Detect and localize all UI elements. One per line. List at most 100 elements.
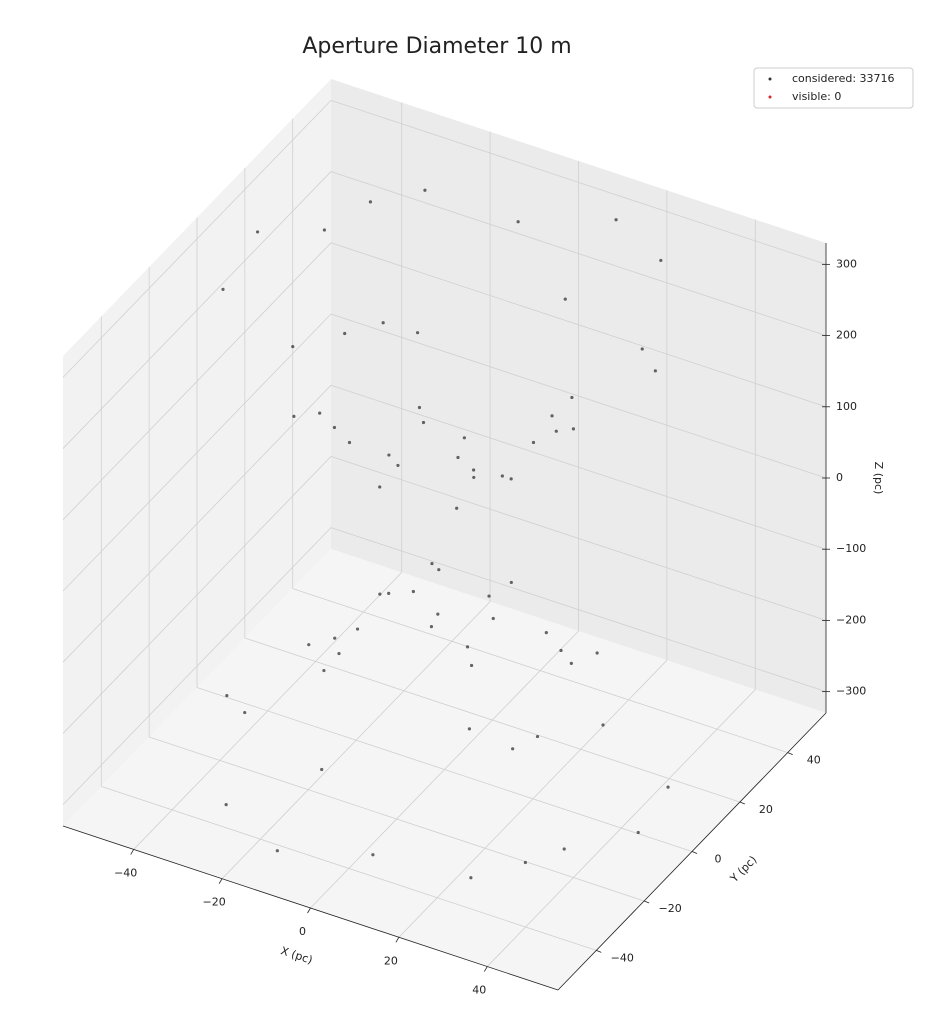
point — [343, 331, 347, 336]
point — [378, 592, 382, 596]
z-tick-label: −200 — [836, 613, 866, 626]
z-tick-label: 0 — [836, 471, 843, 484]
point — [531, 440, 536, 445]
point — [487, 594, 491, 598]
point — [337, 651, 341, 656]
point — [570, 395, 574, 400]
grid-line — [196, 687, 693, 852]
grid-line — [149, 736, 645, 902]
point — [292, 414, 296, 419]
point — [469, 876, 473, 880]
z-tick-label: −100 — [836, 542, 866, 555]
z-tick-label: 300 — [836, 257, 857, 270]
point — [465, 645, 470, 649]
point — [571, 427, 576, 431]
y-tick — [596, 950, 602, 953]
point — [523, 860, 527, 865]
grid-line — [62, 527, 332, 805]
point — [500, 474, 504, 478]
y-tick — [643, 900, 650, 904]
grid-line — [62, 242, 332, 521]
point — [387, 453, 391, 457]
grid-line — [330, 313, 827, 479]
x-tick-label: 20 — [384, 954, 398, 967]
point — [601, 723, 605, 727]
grid-line — [330, 242, 827, 408]
grid-line — [330, 171, 827, 336]
point — [322, 228, 327, 232]
y-tick-label: 40 — [807, 754, 821, 767]
grid-line — [330, 384, 827, 550]
point — [640, 347, 644, 351]
legend-marker — [768, 77, 772, 81]
point — [415, 331, 420, 335]
y-axis-label: Y (pc) — [727, 853, 759, 885]
point — [535, 734, 540, 739]
point — [559, 648, 563, 653]
point — [472, 468, 476, 472]
point — [255, 230, 260, 234]
point — [225, 694, 229, 698]
point — [563, 297, 567, 301]
point — [291, 344, 295, 349]
grid-line — [330, 99, 827, 265]
z-tick-label: −300 — [836, 685, 866, 698]
y-tick — [739, 801, 746, 805]
legend-marker — [768, 95, 772, 99]
z-tick-label: 200 — [836, 329, 857, 342]
point — [322, 668, 326, 673]
point — [467, 727, 471, 731]
grid-line — [62, 313, 332, 592]
point — [332, 425, 337, 430]
y-tick — [787, 752, 793, 755]
point — [275, 849, 279, 853]
x-axis-label: X (pc) — [279, 944, 314, 966]
point — [456, 455, 460, 460]
legend-box — [753, 67, 914, 109]
x-tick — [483, 966, 488, 972]
y-tick-label: 0 — [715, 853, 722, 866]
point — [562, 847, 566, 851]
point — [411, 589, 415, 594]
point — [224, 803, 228, 807]
point — [436, 612, 440, 616]
grid-line — [62, 456, 332, 734]
grid-line — [330, 456, 827, 621]
z-axis-label: Z (pc) — [872, 462, 885, 495]
x-tick — [218, 878, 223, 884]
x-tick — [395, 937, 400, 943]
point — [666, 785, 670, 789]
point — [430, 561, 434, 566]
point — [511, 747, 515, 751]
y-tick-label: −40 — [611, 951, 634, 964]
legend-label: visible: 0 — [792, 90, 841, 103]
x-tick-label: 0 — [299, 925, 306, 938]
point — [544, 630, 548, 635]
y-tick-label: −20 — [659, 902, 682, 915]
legend-label: considered: 33716 — [792, 72, 895, 85]
point — [429, 625, 434, 629]
point — [371, 853, 375, 857]
point — [381, 321, 385, 325]
point — [554, 429, 558, 433]
point — [421, 420, 426, 425]
z-tick-label: 100 — [836, 400, 857, 413]
x-tick — [130, 849, 135, 855]
point — [516, 220, 520, 224]
point — [318, 411, 322, 415]
x-tick — [307, 907, 311, 914]
chart-title: Aperture Diameter 10 m — [302, 34, 571, 59]
y-tick-label: 20 — [759, 803, 773, 816]
point — [509, 477, 513, 481]
point — [368, 200, 373, 204]
point — [472, 475, 476, 480]
grid-line — [62, 100, 332, 378]
point — [659, 258, 663, 263]
point — [569, 661, 573, 666]
point — [333, 636, 337, 640]
point — [614, 218, 618, 222]
point — [595, 651, 599, 655]
x-tick-label: −40 — [114, 866, 137, 879]
point — [221, 287, 225, 291]
